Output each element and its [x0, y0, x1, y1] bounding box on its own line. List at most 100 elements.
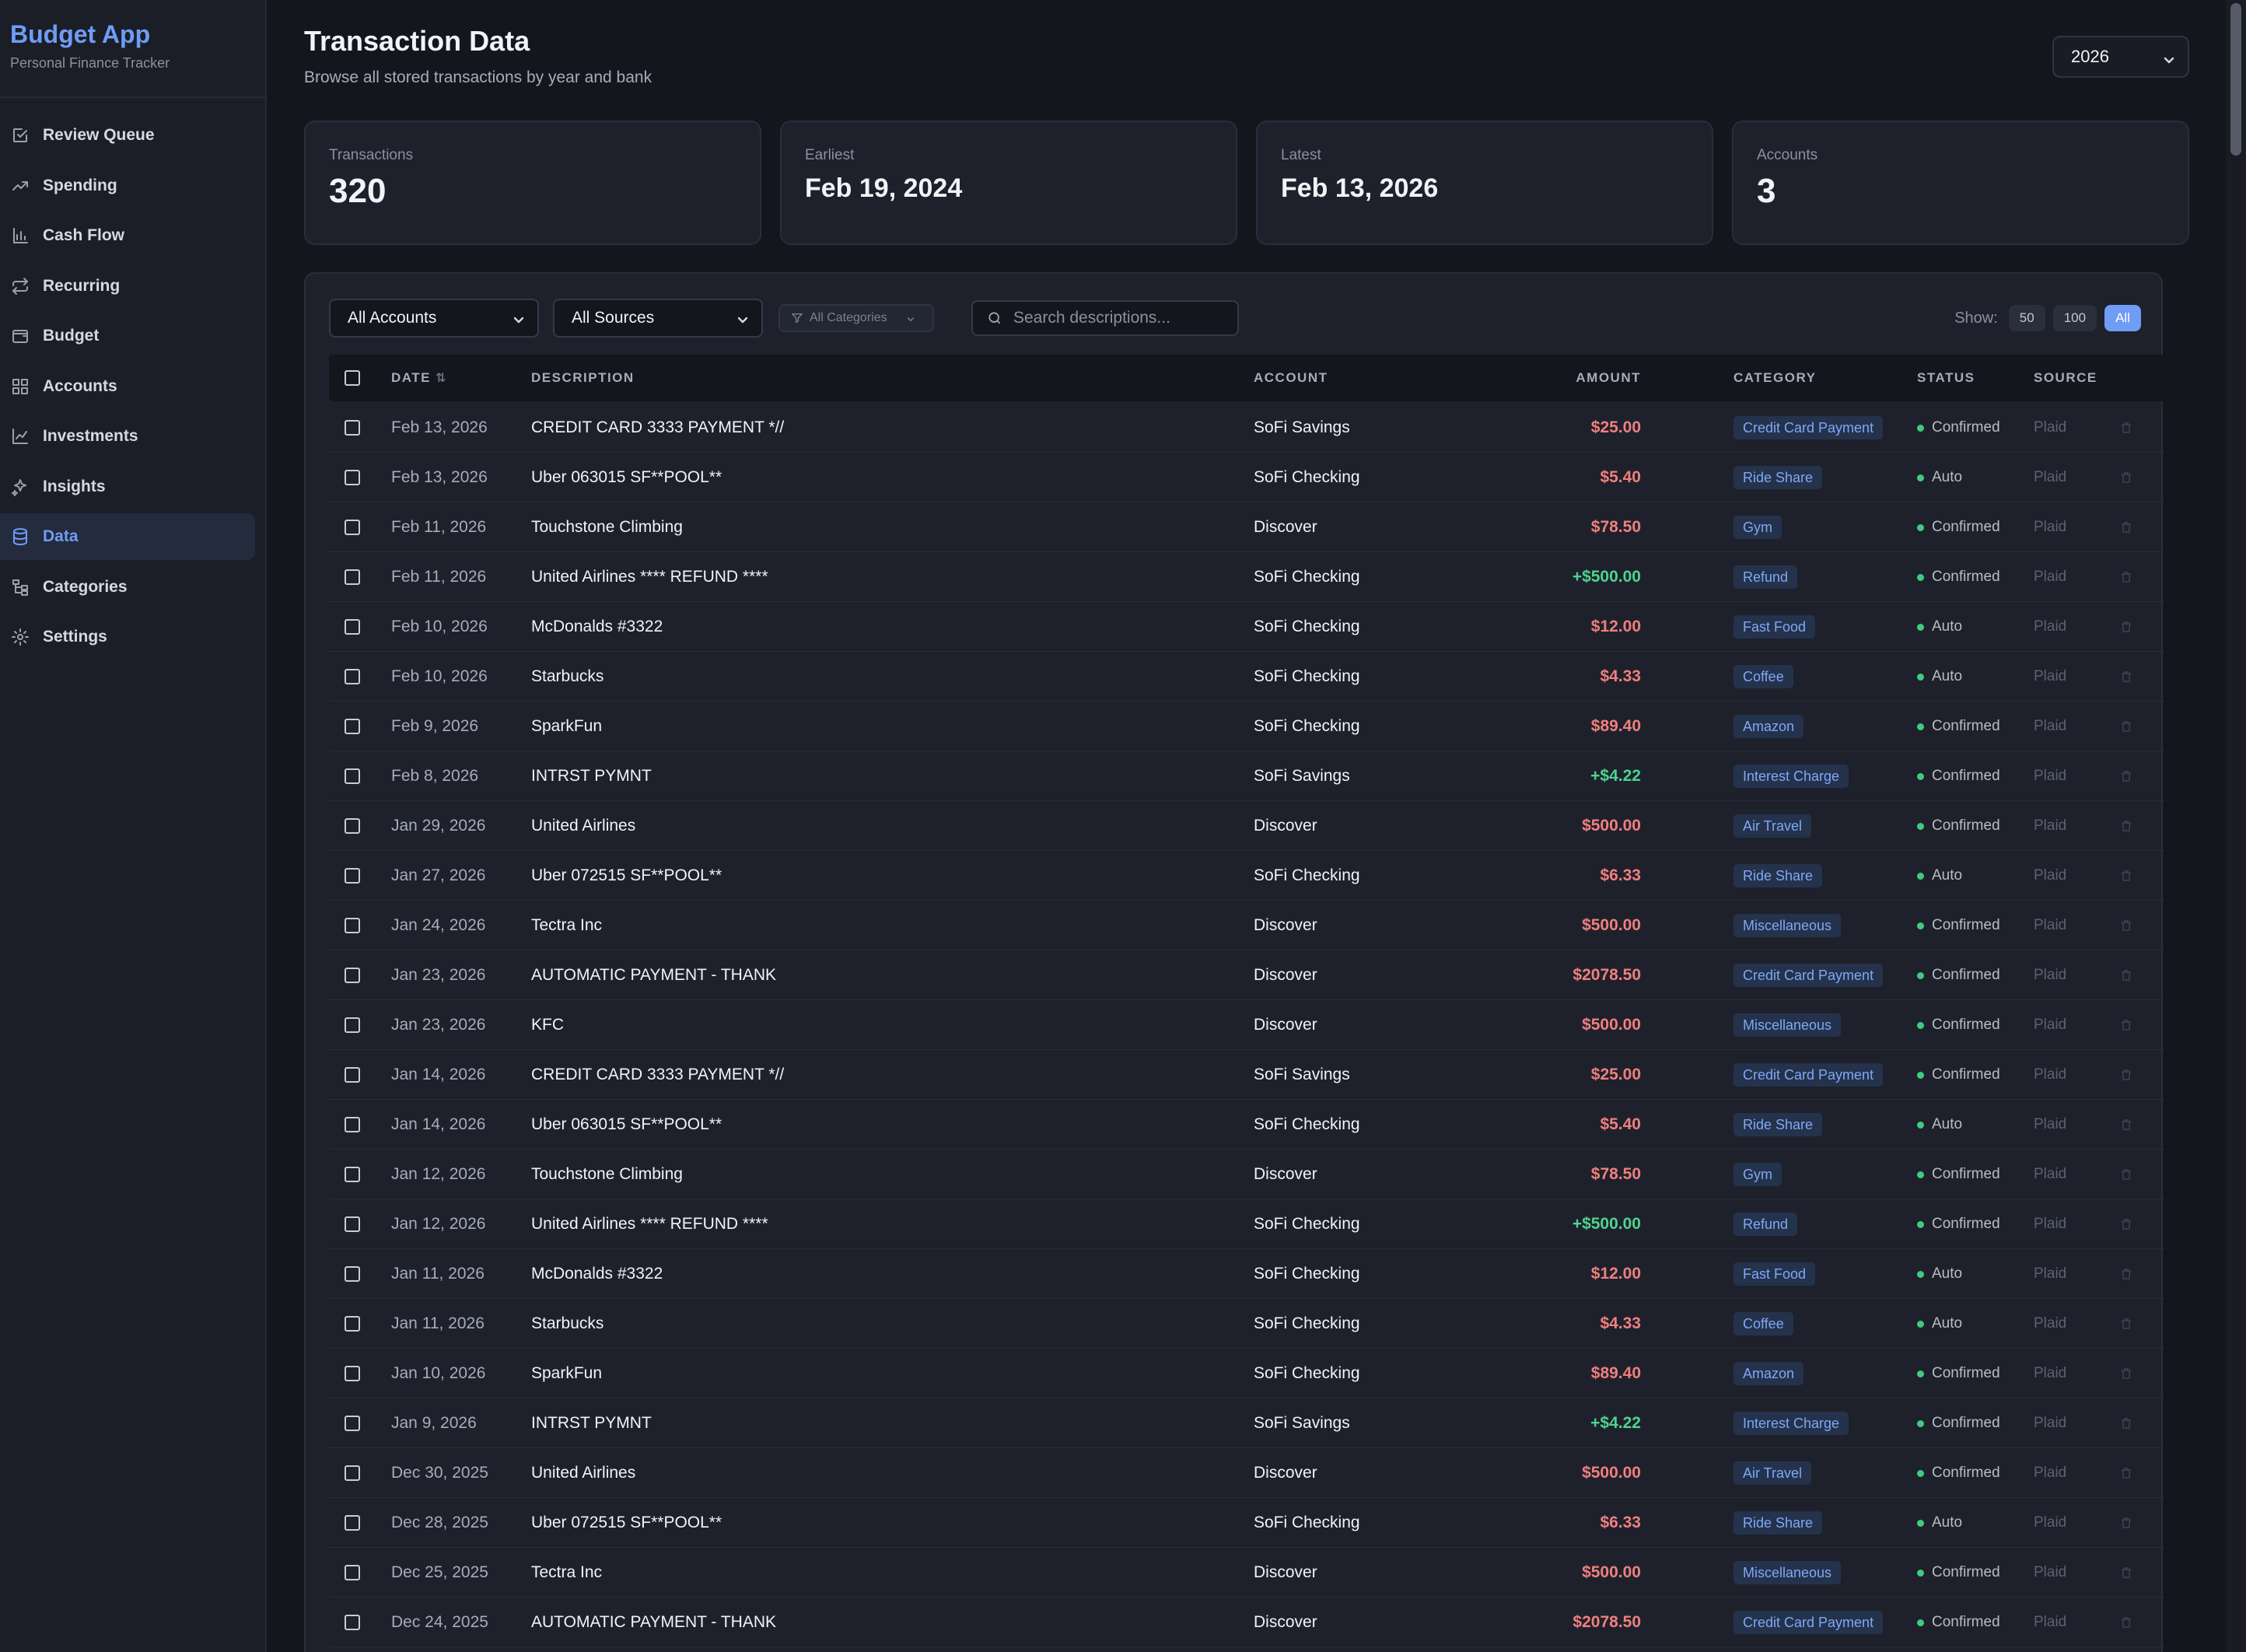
- table-row[interactable]: Dec 24, 2025 AUTOMATIC PAYMENT - THANK Dis…: [329, 1598, 2164, 1647]
- trash-icon[interactable]: [2119, 552, 2133, 602]
- category-badge[interactable]: Coffee: [1733, 665, 1793, 688]
- table-row[interactable]: Jan 14, 2026 CREDIT CARD 3333 PAYMENT *//…: [329, 1050, 2164, 1100]
- category-badge[interactable]: Coffee: [1733, 1312, 1793, 1335]
- table-row[interactable]: Jan 12, 2026 Touchstone Climbing Discover $…: [329, 1150, 2164, 1199]
- trash-icon[interactable]: [2119, 502, 2133, 552]
- trash-icon[interactable]: [2119, 751, 2133, 801]
- scrollbar[interactable]: [2226, 0, 2246, 1652]
- category-badge[interactable]: Amazon: [1733, 1362, 1804, 1385]
- trash-icon[interactable]: [2119, 652, 2133, 702]
- category-badge[interactable]: Amazon: [1733, 715, 1804, 738]
- table-row[interactable]: Jan 23, 2026 KFC Discover $500.00 Miscellane…: [329, 1000, 2164, 1050]
- category-badge[interactable]: Fast Food: [1733, 1262, 1816, 1286]
- row-checkbox[interactable]: [345, 1615, 360, 1630]
- row-checkbox[interactable]: [345, 420, 360, 436]
- trash-icon[interactable]: [2119, 901, 2133, 950]
- table-row[interactable]: Jan 9, 2026 INTRST PYMNT SoFi Savings +$4.2…: [329, 1398, 2164, 1448]
- page-size-50-button[interactable]: 50: [2008, 305, 2045, 331]
- row-checkbox[interactable]: [345, 1167, 360, 1182]
- table-row[interactable]: Jan 11, 2026 Starbucks SoFi Checking $4.33 C…: [329, 1299, 2164, 1349]
- trash-icon[interactable]: [2119, 801, 2133, 851]
- category-badge[interactable]: Ride Share: [1733, 466, 1823, 489]
- trash-icon[interactable]: [2119, 1349, 2133, 1398]
- table-row[interactable]: Feb 13, 2026 CREDIT CARD 3333 PAYMENT *//…: [329, 403, 2164, 453]
- select-all-checkbox[interactable]: [345, 370, 360, 386]
- table-row[interactable]: Feb 11, 2026 United Airlines **** REFUND …: [329, 552, 2164, 602]
- table-row[interactable]: Jan 10, 2026 SparkFun SoFi Checking $89.40 A…: [329, 1349, 2164, 1398]
- sidebar-item-cash-flow[interactable]: Cash Flow: [0, 212, 255, 259]
- trash-icon[interactable]: [2119, 403, 2133, 453]
- accounts-filter-select[interactable]: All Accounts: [329, 299, 539, 338]
- category-badge[interactable]: Miscellaneous: [1733, 914, 1842, 937]
- table-row[interactable]: Dec 25, 2025 Tectra Inc Discover $500.00 Mis…: [329, 1548, 2164, 1598]
- table-row[interactable]: Jan 12, 2026 United Airlines **** REFUND …: [329, 1199, 2164, 1249]
- row-checkbox[interactable]: [345, 768, 360, 784]
- page-size-all-button[interactable]: All: [2104, 305, 2141, 331]
- trash-icon[interactable]: [2119, 1598, 2133, 1647]
- sidebar-item-insights[interactable]: Insights: [0, 464, 255, 510]
- sidebar-item-categories[interactable]: Categories: [0, 564, 255, 611]
- category-badge[interactable]: Credit Card Payment: [1733, 416, 1884, 439]
- row-checkbox[interactable]: [345, 1266, 360, 1282]
- row-checkbox[interactable]: [345, 1515, 360, 1531]
- trash-icon[interactable]: [2119, 1398, 2133, 1448]
- sidebar-item-data[interactable]: Data: [0, 513, 255, 560]
- trash-icon[interactable]: [2119, 1498, 2133, 1548]
- table-row[interactable]: Feb 11, 2026 Touchstone Climbing Discover $…: [329, 502, 2164, 552]
- category-badge[interactable]: Gym: [1733, 1163, 1782, 1186]
- row-checkbox[interactable]: [345, 1216, 360, 1232]
- row-checkbox[interactable]: [345, 470, 360, 485]
- category-badge[interactable]: Gym: [1733, 516, 1782, 539]
- trash-icon[interactable]: [2119, 1448, 2133, 1498]
- row-checkbox[interactable]: [345, 520, 360, 535]
- sidebar-item-review-queue[interactable]: Review Queue: [0, 112, 255, 159]
- sidebar-item-investments[interactable]: Investments: [0, 413, 255, 460]
- category-badge[interactable]: Ride Share: [1733, 1113, 1823, 1136]
- sidebar-item-spending[interactable]: Spending: [0, 163, 255, 209]
- category-badge[interactable]: Ride Share: [1733, 1511, 1823, 1535]
- row-checkbox[interactable]: [345, 619, 360, 635]
- row-checkbox[interactable]: [345, 669, 360, 684]
- trash-icon[interactable]: [2119, 950, 2133, 1000]
- search-input[interactable]: Search descriptions...: [971, 300, 1239, 336]
- category-badge[interactable]: Miscellaneous: [1733, 1013, 1842, 1037]
- table-row[interactable]: Jan 27, 2026 Uber 072515 SF**POOL** SoFi C…: [329, 851, 2164, 901]
- app-title[interactable]: Budget App: [10, 20, 151, 48]
- table-row[interactable]: Dec 30, 2025 United Airlines Discover $500.…: [329, 1448, 2164, 1498]
- category-badge[interactable]: Fast Food: [1733, 615, 1816, 639]
- table-row[interactable]: Dec 28, 2025 Uber 072515 SF**POOL** SoFi C…: [329, 1498, 2164, 1548]
- table-row[interactable]: Jan 11, 2026 McDonalds #3322 SoFi Checking…: [329, 1249, 2164, 1299]
- category-badge[interactable]: Air Travel: [1733, 814, 1812, 838]
- row-checkbox[interactable]: [345, 1366, 360, 1381]
- sidebar-item-budget[interactable]: Budget: [0, 313, 255, 359]
- trash-icon[interactable]: [2119, 702, 2133, 751]
- row-checkbox[interactable]: [345, 1316, 360, 1332]
- row-checkbox[interactable]: [345, 968, 360, 983]
- trash-icon[interactable]: [2119, 1299, 2133, 1349]
- sidebar-item-settings[interactable]: Settings: [0, 614, 255, 660]
- trash-icon[interactable]: [2119, 1249, 2133, 1299]
- trash-icon[interactable]: [2119, 1100, 2133, 1150]
- trash-icon[interactable]: [2119, 1050, 2133, 1100]
- row-checkbox[interactable]: [345, 1465, 360, 1481]
- category-badge[interactable]: Air Travel: [1733, 1461, 1812, 1485]
- trash-icon[interactable]: [2119, 1000, 2133, 1050]
- row-checkbox[interactable]: [345, 1017, 360, 1033]
- table-row[interactable]: Feb 9, 2026 SparkFun SoFi Checking $89.40 Am…: [329, 702, 2164, 751]
- sidebar-item-accounts[interactable]: Accounts: [0, 363, 255, 410]
- row-checkbox[interactable]: [345, 569, 360, 585]
- category-badge[interactable]: Interest Charge: [1733, 1412, 1849, 1435]
- category-badge[interactable]: Credit Card Payment: [1733, 964, 1884, 987]
- trash-icon[interactable]: [2119, 602, 2133, 652]
- category-badge[interactable]: Refund: [1733, 565, 1798, 589]
- trash-icon[interactable]: [2119, 851, 2133, 901]
- category-badge[interactable]: Miscellaneous: [1733, 1561, 1842, 1584]
- table-row[interactable]: Feb 13, 2026 Uber 063015 SF**POOL** SoFi C…: [329, 453, 2164, 502]
- row-checkbox[interactable]: [345, 1067, 360, 1083]
- category-badge[interactable]: Credit Card Payment: [1733, 1063, 1884, 1087]
- trash-icon[interactable]: [2119, 1548, 2133, 1598]
- row-checkbox[interactable]: [345, 719, 360, 734]
- column-date[interactable]: DATE ⇅: [391, 355, 446, 401]
- row-checkbox[interactable]: [345, 818, 360, 834]
- category-badge[interactable]: Ride Share: [1733, 864, 1823, 887]
